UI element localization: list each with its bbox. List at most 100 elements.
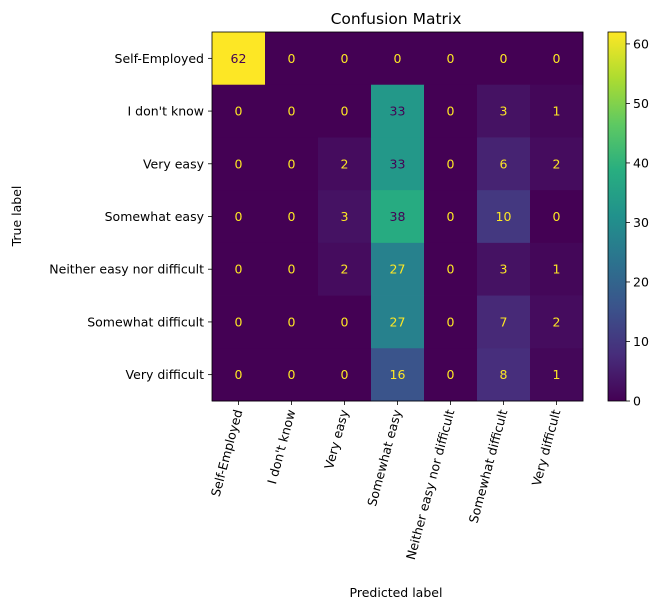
y-tick-label: Very easy (143, 156, 205, 171)
heatmap-cell (530, 242, 584, 296)
cell-value-label: 7 (500, 314, 508, 329)
heatmap-cell (477, 242, 531, 296)
x-tick-label: Very difficult (529, 408, 564, 488)
cell-value-label: 10 (496, 209, 512, 224)
cell-value-label: 8 (500, 367, 508, 382)
heatmap-cell (424, 32, 478, 86)
heatmap-cell (212, 190, 266, 244)
colorbar-tick-label: 60 (633, 36, 649, 51)
cell-value-label: 0 (341, 314, 349, 329)
colorbar-tick-label: 10 (633, 334, 649, 349)
heatmap-cell (424, 242, 478, 296)
colorbar (607, 31, 627, 402)
heatmap-cell (318, 137, 372, 191)
heatmap-cell (318, 348, 372, 402)
heatmap-cell (265, 32, 319, 86)
cell-value-label: 0 (553, 209, 561, 224)
cell-value-label: 2 (553, 156, 561, 171)
cell-value-label: 38 (390, 209, 406, 224)
heatmap-cells: 62 0 0 0 0 0 00 0 0 33 0 3 10 0 2 33 0 6 20 0 3 38 0 10 00 0 2 27 0 3… (212, 32, 584, 402)
heatmap-cell (530, 190, 584, 244)
cell-value-label: 1 (553, 262, 561, 277)
heatmap-cell (318, 295, 372, 349)
cell-value-label: 1 (553, 367, 561, 382)
cell-value-label: 33 (390, 104, 406, 119)
heatmap-cell (530, 32, 584, 86)
cell-value-label: 0 (288, 51, 296, 66)
x-tick-label: Very easy (321, 407, 351, 470)
heatmap-cell (318, 84, 372, 138)
cell-value-label: 3 (341, 209, 349, 224)
heatmap-cell (212, 32, 266, 86)
cell-value-label: 0 (447, 51, 455, 66)
cell-value-label: 0 (288, 262, 296, 277)
cell-value-label: 0 (235, 104, 243, 119)
cell-value-label: 0 (341, 104, 349, 119)
y-tick-labels: Self-Employed I don't know Very easy Somewh… (49, 51, 212, 382)
cell-value-label: 0 (553, 51, 561, 66)
heatmap-cell (371, 137, 425, 191)
heatmap-cell (477, 32, 531, 86)
heatmap-cell (424, 295, 478, 349)
heatmap-cell (477, 295, 531, 349)
heatmap-cell (424, 190, 478, 244)
heatmap-cell (477, 190, 531, 244)
heatmap-cell (424, 84, 478, 138)
heatmap-cell (265, 84, 319, 138)
cell-value-label: 0 (447, 209, 455, 224)
heatmap-cell (212, 242, 266, 296)
colorbar-tick-label: 30 (633, 215, 649, 230)
cell-value-label: 0 (235, 156, 243, 171)
cell-value-label: 0 (447, 367, 455, 382)
heatmap-cell (371, 348, 425, 402)
cell-value-label: 0 (288, 104, 296, 119)
heatmap-cell (424, 348, 478, 402)
heatmap-cell (265, 348, 319, 402)
cell-value-label: 0 (447, 314, 455, 329)
cell-value-label: 27 (390, 314, 406, 329)
cell-value-label: 62 (231, 51, 247, 66)
y-tick-label: Somewhat difficult (87, 314, 204, 329)
x-tick-label: Neither easy nor difficult (403, 408, 458, 561)
y-tick-label: Neither easy nor difficult (49, 262, 204, 277)
cell-value-label: 0 (288, 156, 296, 171)
x-tick-labels: Self-Employed I don't know Very easy Somewh… (208, 401, 564, 561)
heatmap-cell (530, 137, 584, 191)
y-tick-label: I don't know (127, 104, 204, 119)
cell-value-label: 0 (288, 314, 296, 329)
x-tick-label: Somewhat easy (364, 407, 404, 507)
cell-value-label: 2 (341, 156, 349, 171)
heatmap-cell (371, 190, 425, 244)
cell-value-label: 0 (500, 51, 508, 66)
colorbar-tick-label: 50 (633, 96, 649, 111)
cell-value-label: 0 (341, 51, 349, 66)
cell-value-label: 3 (500, 262, 508, 277)
heatmap-cell (318, 190, 372, 244)
heatmap-cell (265, 190, 319, 244)
cell-value-label: 0 (288, 209, 296, 224)
x-axis-label: Predicted label (350, 585, 443, 600)
heatmap-cell (318, 242, 372, 296)
y-tick-label: Self-Employed (115, 51, 204, 66)
heatmap-cell (212, 137, 266, 191)
colorbar-tick-label: 40 (633, 155, 649, 170)
heatmap-cell (371, 32, 425, 86)
cell-value-label: 6 (500, 156, 508, 171)
heatmap-cell (212, 295, 266, 349)
cell-value-label: 16 (390, 367, 406, 382)
colorbar-tick-label: 0 (633, 394, 641, 409)
cell-value-label: 1 (553, 104, 561, 119)
cell-value-label: 2 (553, 314, 561, 329)
colorbar-ticks: 0 10 20 30 40 50 60 (626, 36, 649, 409)
cell-value-label: 0 (235, 314, 243, 329)
cell-value-label: 0 (235, 209, 243, 224)
cell-value-label: 0 (447, 262, 455, 277)
heatmap-cell (371, 295, 425, 349)
heatmap-cell (371, 84, 425, 138)
y-tick-label: Somewhat easy (105, 209, 205, 224)
cell-value-label: 0 (235, 262, 243, 277)
heatmap-cell (212, 348, 266, 402)
heatmap-cell (318, 32, 372, 86)
cell-value-label: 33 (390, 156, 406, 171)
